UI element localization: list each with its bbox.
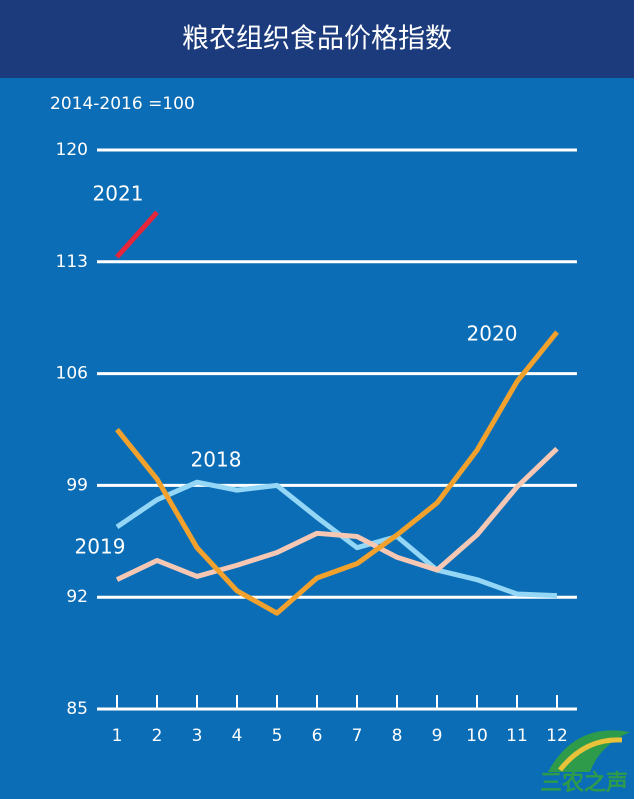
chart-title: 粮农组织食品价格指数 bbox=[182, 24, 452, 55]
watermark: 三农之声 bbox=[540, 770, 628, 796]
x-tick-label: 7 bbox=[352, 726, 363, 746]
series-line bbox=[115, 210, 159, 259]
subtitle: 2014-2016 =100 bbox=[50, 94, 195, 114]
y-tick-label: 99 bbox=[66, 475, 88, 495]
x-tick-label: 5 bbox=[272, 726, 283, 746]
x-tick-label: 9 bbox=[432, 726, 443, 746]
series-label: 2020 bbox=[467, 322, 518, 346]
series-line bbox=[115, 446, 559, 582]
watermark-logo bbox=[548, 730, 630, 772]
y-tick-label: 120 bbox=[56, 140, 88, 160]
x-tick-label: 11 bbox=[506, 726, 528, 746]
series-label: 2019 bbox=[75, 535, 126, 559]
y-tick-label: 113 bbox=[56, 252, 88, 272]
series-line bbox=[115, 330, 559, 616]
x-tick-label: 3 bbox=[192, 726, 203, 746]
series-label: 2018 bbox=[191, 448, 242, 472]
x-tick-label: 2 bbox=[152, 726, 163, 746]
x-tick-label: 4 bbox=[232, 726, 243, 746]
x-tick-label: 1 bbox=[112, 726, 123, 746]
y-tick-label: 85 bbox=[66, 699, 88, 719]
x-tick-label: 12 bbox=[546, 726, 568, 746]
title-bar bbox=[0, 0, 634, 78]
x-tick-label: 8 bbox=[392, 726, 403, 746]
x-tick-label: 10 bbox=[466, 726, 488, 746]
series-label: 2021 bbox=[93, 182, 144, 206]
y-tick-label: 106 bbox=[56, 364, 88, 384]
logo-arc bbox=[558, 737, 623, 772]
y-tick-label: 92 bbox=[66, 587, 88, 607]
x-tick-label: 6 bbox=[312, 726, 323, 746]
